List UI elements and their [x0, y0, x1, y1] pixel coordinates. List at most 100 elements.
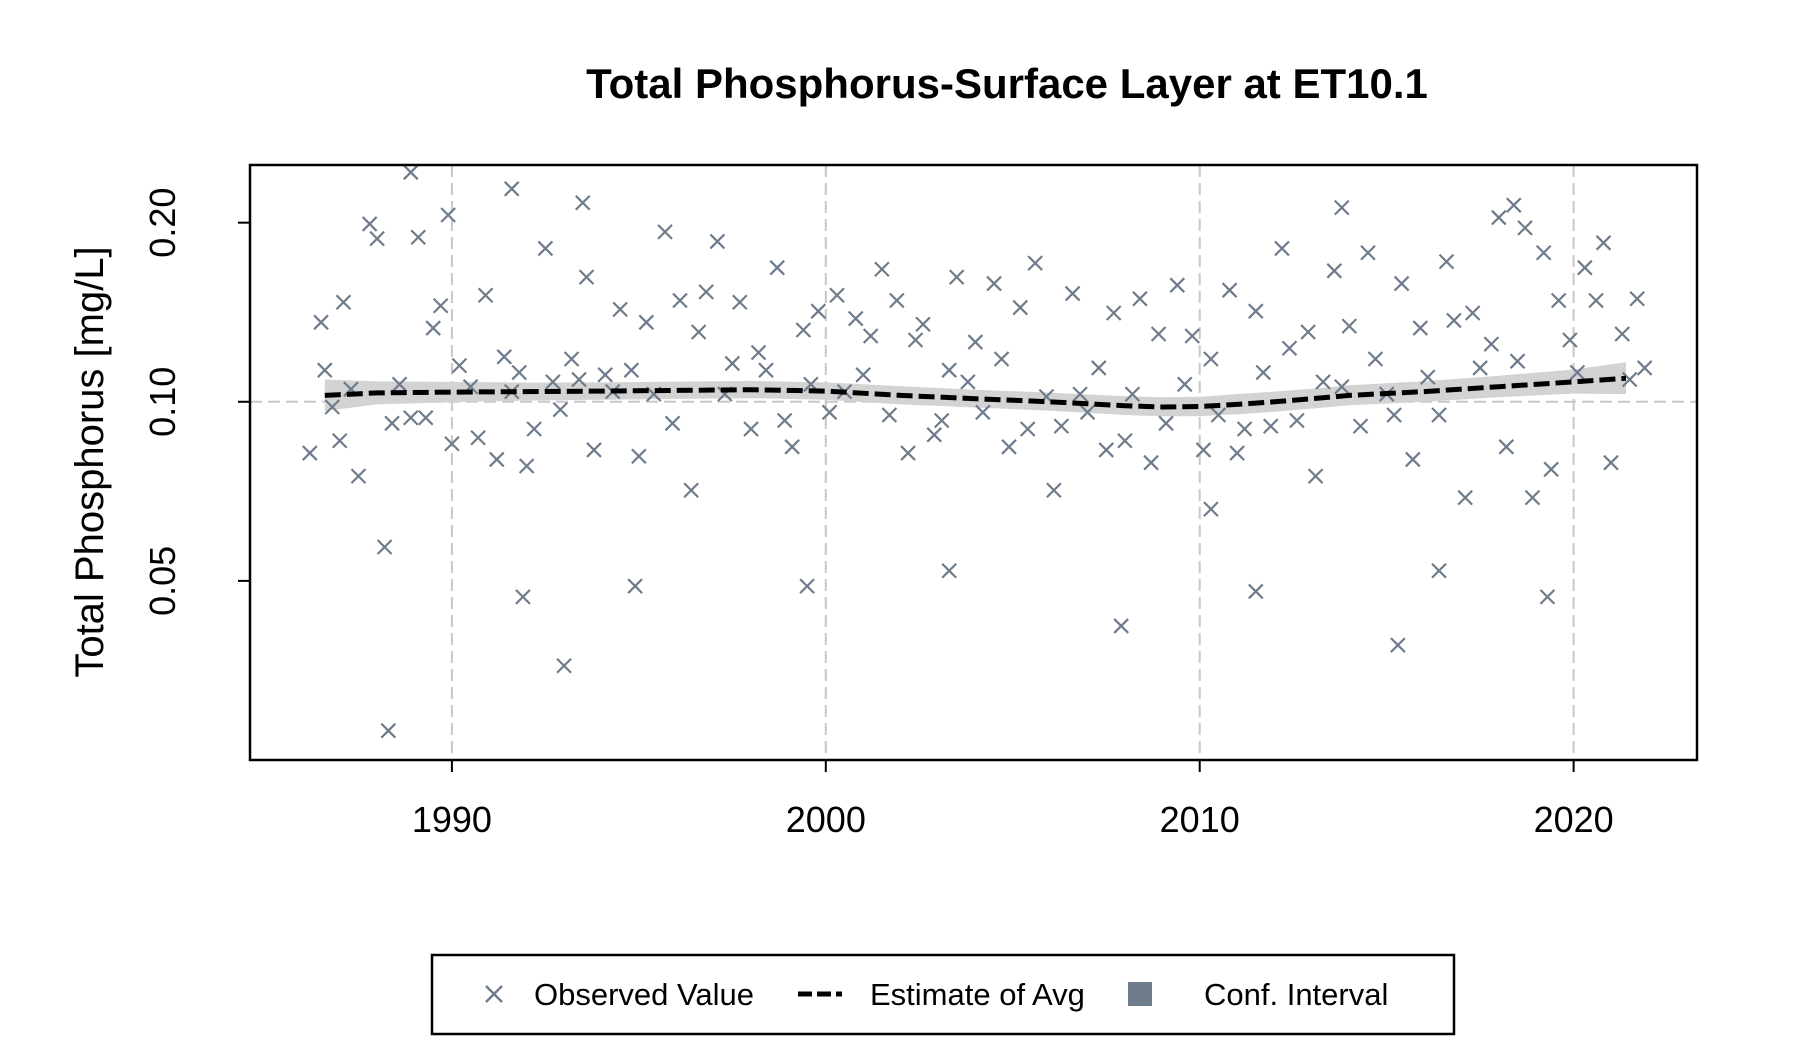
observed-point — [537, 240, 554, 257]
observed-point — [776, 412, 793, 429]
observed-point — [1446, 312, 1462, 329]
observed-point — [552, 401, 569, 418]
observed-point — [369, 230, 385, 247]
observed-point — [1262, 418, 1279, 434]
observed-point — [432, 297, 449, 314]
observed-point — [933, 412, 950, 429]
observed-point — [960, 374, 976, 390]
observed-point — [1229, 445, 1245, 461]
observed-point — [1562, 332, 1578, 348]
observed-point — [1412, 320, 1429, 336]
legend-item-ci: Conf. Interval — [1128, 977, 1388, 1012]
observed-point — [612, 301, 628, 318]
observed-point — [384, 415, 400, 432]
observed-point — [1367, 351, 1384, 367]
observed-point — [1072, 386, 1088, 402]
observed-point — [578, 269, 595, 285]
observed-point — [1550, 292, 1567, 309]
observed-point — [403, 164, 419, 181]
observed-point — [451, 357, 468, 374]
y-axis: 0.05 0.10 0.20 — [142, 188, 250, 616]
observed-point — [488, 451, 505, 468]
observed-point — [698, 284, 714, 300]
observed-point — [302, 445, 318, 461]
observed-point — [709, 233, 726, 250]
observed-point — [313, 314, 329, 331]
observed-point — [627, 578, 643, 594]
observed-point — [1352, 418, 1369, 434]
observed-point — [1064, 285, 1081, 302]
observed-point — [1117, 432, 1133, 449]
observed-point — [470, 429, 486, 446]
observed-point — [855, 367, 871, 383]
confidence-band — [324, 362, 1626, 417]
observed-point — [1274, 240, 1290, 257]
observed-point — [425, 320, 441, 336]
observed-point — [1012, 299, 1029, 316]
observed-point — [410, 229, 427, 246]
observed-point — [941, 362, 957, 378]
observed-point — [335, 294, 352, 310]
observed-point — [1169, 277, 1186, 293]
observed-point — [1420, 369, 1436, 385]
observed-point — [503, 181, 520, 197]
observed-point — [1535, 244, 1552, 261]
observed-point — [1506, 197, 1522, 213]
observed-point — [1184, 328, 1201, 344]
filled-square-icon — [1128, 982, 1152, 1006]
observed-point — [1090, 360, 1107, 376]
legend-item-observed: Observed Value — [485, 977, 754, 1012]
observed-point — [638, 314, 655, 331]
observed-point — [810, 303, 827, 319]
observed-point — [1588, 292, 1604, 309]
observed-point — [821, 404, 838, 421]
observed-point — [926, 427, 943, 443]
x-tick-label: 1990 — [412, 799, 492, 840]
y-axis-label: Total Phosphorus [mg/L] — [68, 246, 112, 677]
observed-point — [477, 287, 494, 304]
observed-point — [586, 442, 602, 458]
observed-point — [376, 539, 393, 555]
observed-point — [1176, 376, 1193, 393]
observed-point — [631, 448, 647, 465]
observed-point — [1539, 589, 1556, 605]
observed-point — [769, 259, 785, 276]
observed-point — [784, 439, 800, 455]
observed-point — [1431, 407, 1447, 423]
observed-point — [750, 344, 767, 361]
observed-point — [1614, 326, 1630, 342]
observed-point — [881, 407, 898, 423]
estimate-line — [324, 375, 1627, 410]
observed-point — [1150, 326, 1167, 342]
observed-point — [967, 334, 984, 350]
observed-point — [1341, 318, 1358, 334]
observed-point — [623, 362, 640, 378]
observed-point — [1431, 562, 1447, 579]
observed-point — [496, 349, 513, 365]
observed-point — [743, 421, 759, 437]
observed-point — [1195, 442, 1212, 458]
observed-point — [403, 409, 419, 426]
legend: Observed Value Estimate of Avg Conf. Int… — [430, 953, 1456, 1036]
plot-frame — [248, 163, 1699, 762]
observed-point — [829, 287, 845, 304]
y-tick-label: 0.05 — [142, 546, 183, 616]
observed-point — [1636, 360, 1653, 376]
observed-point — [1019, 421, 1036, 437]
y-tick-label: 0.10 — [142, 367, 183, 437]
observed-point — [1053, 418, 1070, 434]
observed-point — [1405, 451, 1421, 468]
observed-point — [1464, 305, 1481, 321]
observed-point — [518, 458, 535, 474]
observed-point — [862, 328, 879, 344]
observed-point — [1517, 220, 1533, 236]
observed-point — [948, 269, 965, 285]
observed-point — [1221, 282, 1238, 298]
observed-point — [986, 275, 1002, 292]
observed-point — [1203, 351, 1219, 367]
conf-interval-band — [324, 362, 1626, 417]
observed-point — [1457, 489, 1473, 506]
observed-point — [1393, 275, 1410, 292]
observed-point — [417, 409, 434, 426]
x-tick-label: 2020 — [1534, 799, 1614, 840]
